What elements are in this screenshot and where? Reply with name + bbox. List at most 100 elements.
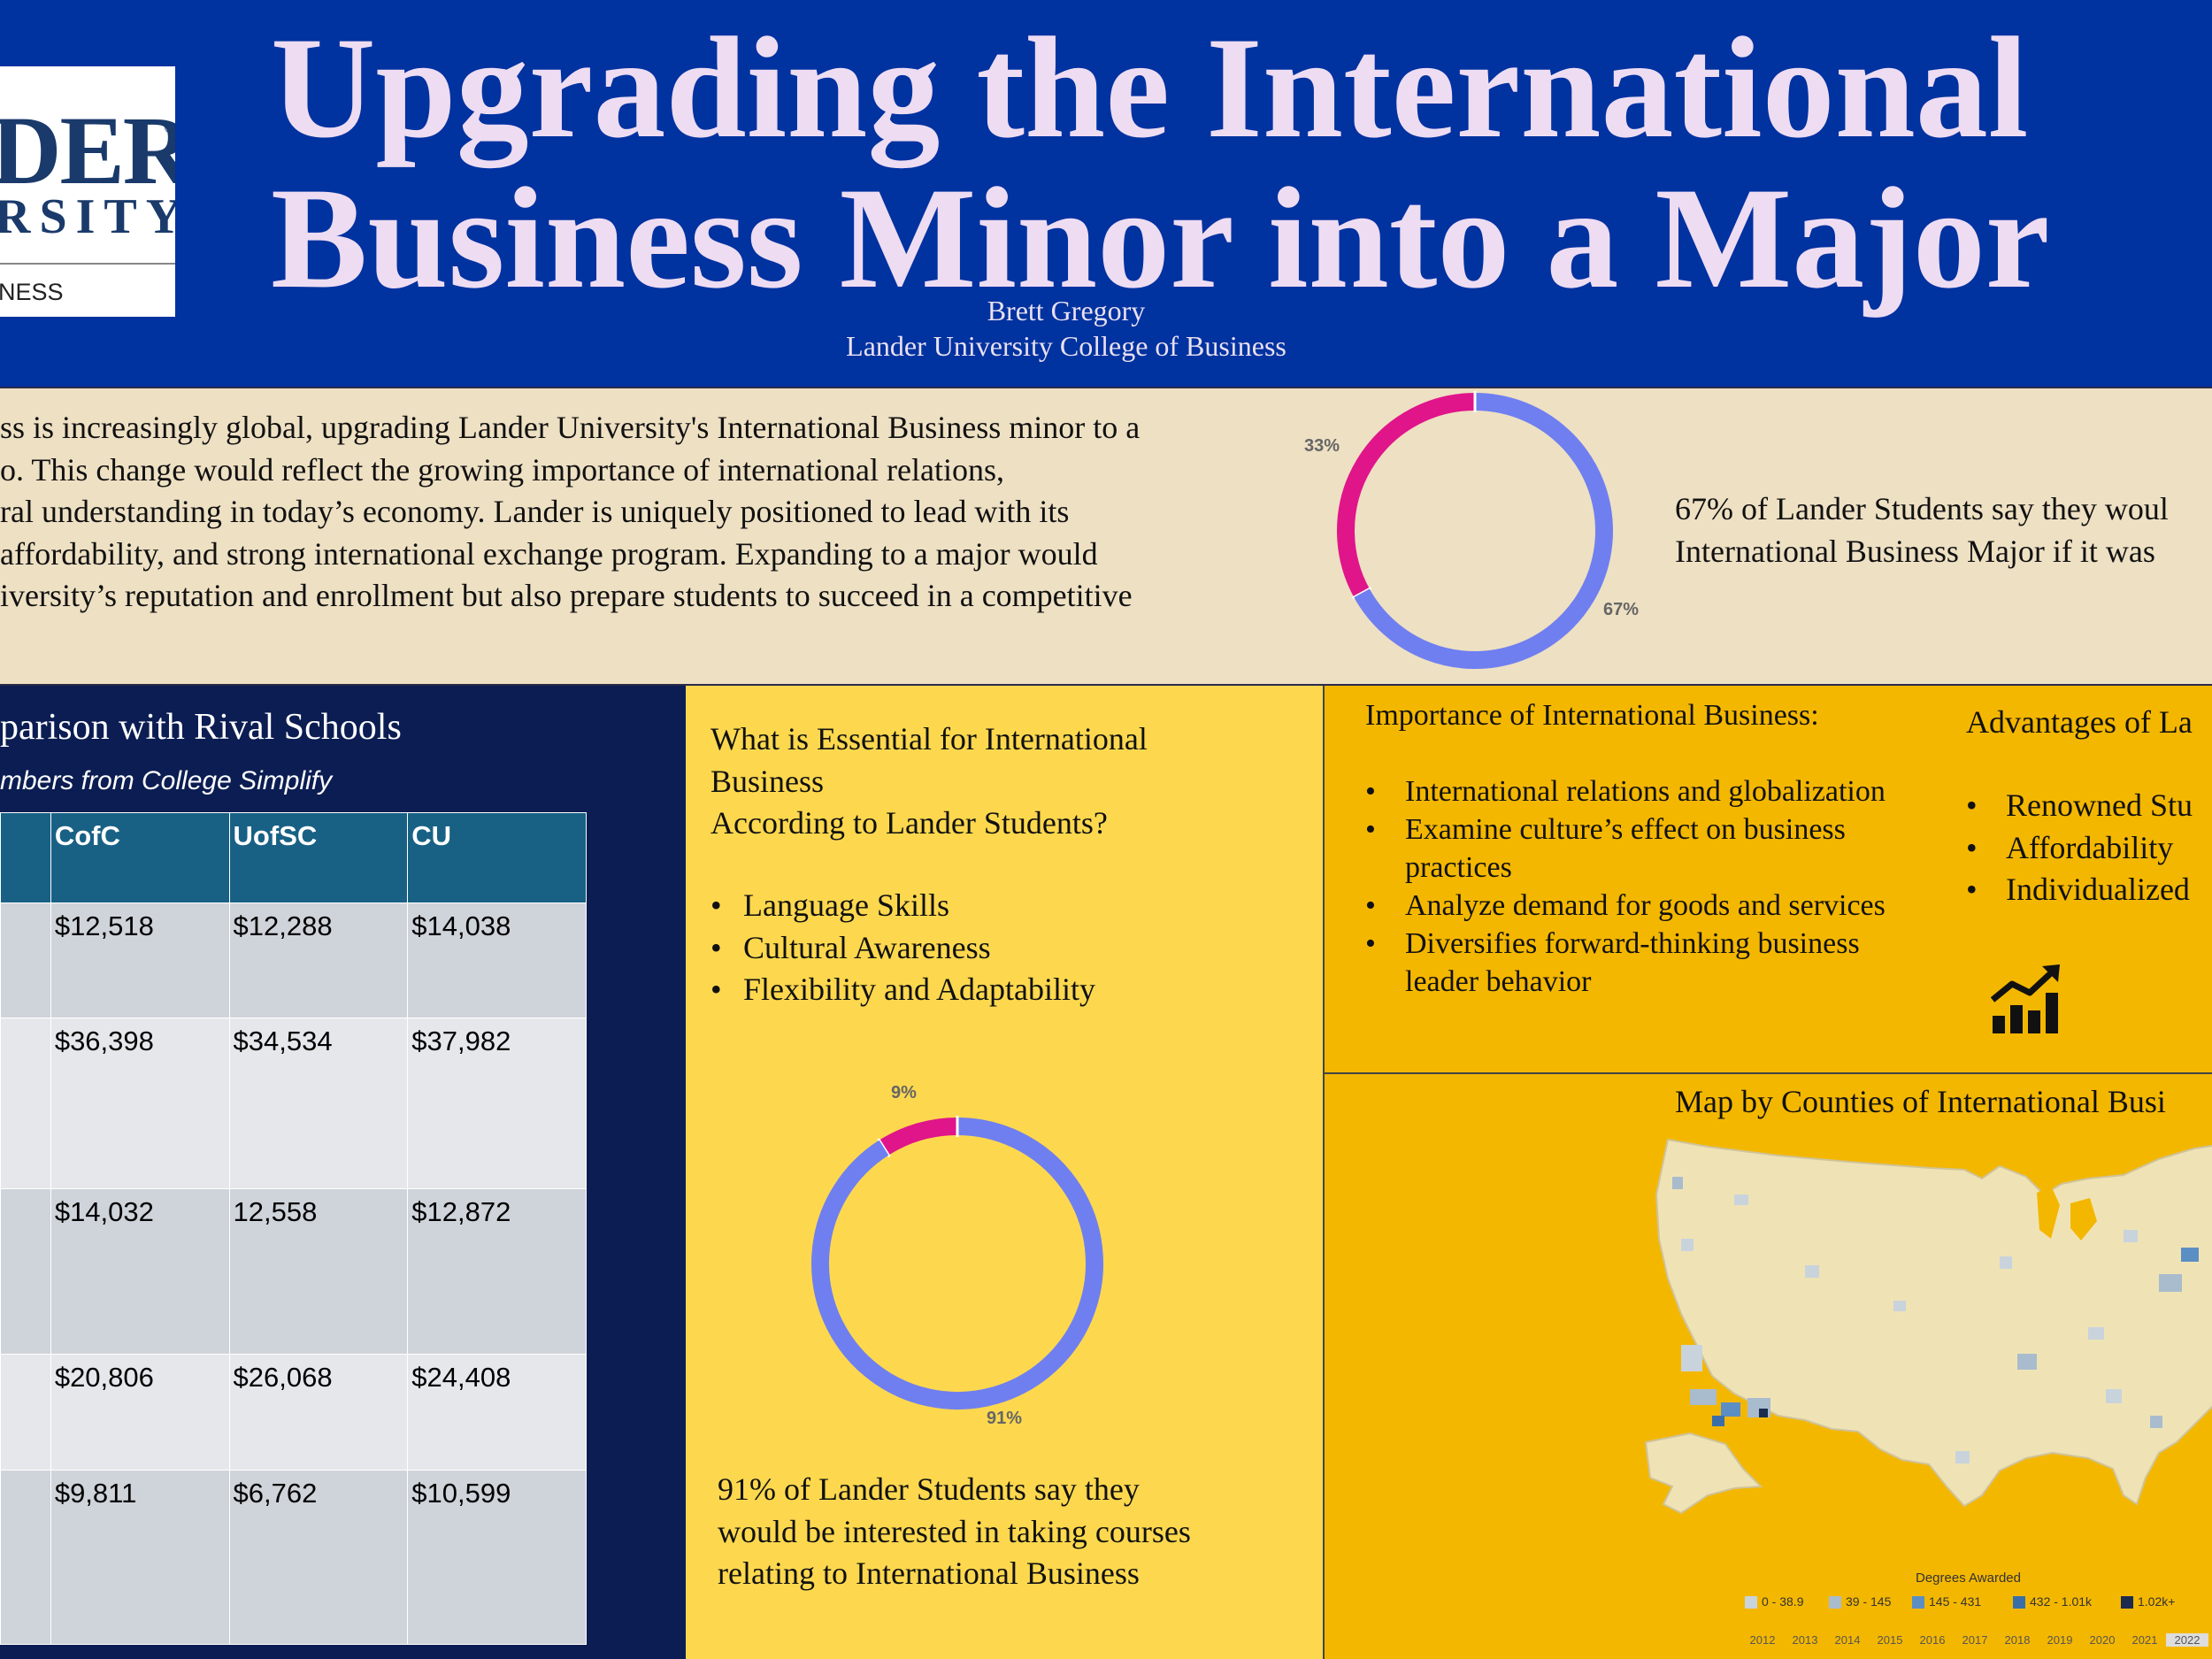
legend-swatch xyxy=(1912,1596,1924,1609)
importance-heading: Importance of International Business: xyxy=(1365,699,1819,732)
intro-line: affordability, and strong international … xyxy=(0,535,1098,572)
legend-label: 1.02k+ xyxy=(2138,1594,2176,1609)
comparison-title: parison with Rival Schools xyxy=(0,707,402,748)
donut-data-label: 33% xyxy=(1304,436,1340,456)
course-interest-donut-chart: 9% 91% xyxy=(811,1083,1103,1428)
advantages-list: Renowned Stu Affordability Individualize… xyxy=(1966,785,2193,911)
column-header: CU xyxy=(407,812,587,903)
table-cell: $37,982 xyxy=(407,1018,587,1189)
year-timeline[interactable]: 2012 2013 2014 2015 2016 2017 2018 2019 2020 2021… xyxy=(1741,1633,2208,1647)
county-shade xyxy=(1690,1389,1717,1405)
map-legend-item: 0 - 38.9 xyxy=(1745,1594,1803,1609)
list-item: International relations and globalizatio… xyxy=(1365,772,1932,810)
rival-schools-table: CofC UofSC CU $12,518 $12,288 $14,038 $3… xyxy=(0,812,587,1645)
table-cell: $12,288 xyxy=(228,902,409,1018)
year-tick[interactable]: 2019 xyxy=(2047,1633,2073,1647)
table-row: $36,398 $34,534 $37,982 xyxy=(0,1018,587,1189)
table-cell: $26,068 xyxy=(228,1354,409,1471)
map-legend-title: Degrees Awarded xyxy=(1916,1571,2021,1586)
county-shade xyxy=(1805,1265,1819,1278)
advantages-heading: Advantages of La xyxy=(1966,704,2193,740)
table-cell xyxy=(0,1470,51,1645)
caption-line: 91% of Lander Students say they xyxy=(718,1471,1140,1507)
table-row: $14,032 12,558 $12,872 xyxy=(0,1188,587,1355)
legend-swatch xyxy=(1829,1596,1841,1609)
list-item: Language Skills xyxy=(710,885,1095,927)
year-tick[interactable]: 2013 xyxy=(1792,1633,1818,1647)
legend-label: 432 - 1.01k xyxy=(2030,1594,2093,1609)
year-tick[interactable]: 2015 xyxy=(1877,1633,1903,1647)
question-line: Business xyxy=(710,763,825,799)
caption-line: would be interested in taking courses xyxy=(718,1513,1191,1549)
donut-slice xyxy=(879,1118,958,1156)
county-shade xyxy=(2106,1389,2122,1403)
table-cell: $14,038 xyxy=(407,902,587,1018)
county-shade xyxy=(2000,1256,2012,1269)
map-legend-item: 39 - 145 xyxy=(1829,1594,1891,1609)
logo-divider xyxy=(0,263,175,265)
county-shade xyxy=(1721,1402,1740,1417)
donut-data-label: 91% xyxy=(987,1409,1022,1428)
column-header: CofC xyxy=(50,812,230,903)
county-shade xyxy=(2150,1416,2162,1428)
list-item: Individualized xyxy=(1966,869,2193,911)
map-legend-item: 432 - 1.01k xyxy=(2013,1594,2092,1609)
county-shade xyxy=(2181,1248,2199,1262)
year-tick[interactable]: 2016 xyxy=(1919,1633,1946,1647)
table-cell: $36,398 xyxy=(50,1018,230,1189)
donut-slice xyxy=(1354,393,1613,669)
growth-chart-icon xyxy=(1990,964,2060,1033)
year-tick[interactable]: 2022 xyxy=(2166,1633,2208,1647)
list-item: Diversifies forward-thinking business le… xyxy=(1365,925,1932,1001)
table-cell: $12,872 xyxy=(407,1188,587,1355)
header-banner xyxy=(0,0,2212,387)
list-item: Renowned Stu xyxy=(1966,785,2193,827)
year-tick[interactable]: 2021 xyxy=(2131,1633,2158,1647)
table-cell: $12,518 xyxy=(50,902,230,1018)
table-cell: $6,762 xyxy=(228,1470,409,1645)
legend-swatch xyxy=(2013,1596,2025,1609)
year-tick[interactable]: 2018 xyxy=(2004,1633,2031,1647)
caption-line: International Business Major if it was xyxy=(1675,533,2155,569)
comparison-subtitle: mbers from College Simplify xyxy=(0,766,333,795)
major-interest-caption: 67% of Lander Students say they woul Int… xyxy=(1675,488,2212,572)
question-line: According to Lander Students? xyxy=(710,805,1108,841)
logo-wordmark-line1: DER xyxy=(0,96,175,204)
donut-slice xyxy=(811,1118,1103,1409)
legend-label: 0 - 38.9 xyxy=(1762,1594,1804,1609)
legend-swatch xyxy=(1745,1596,1757,1609)
county-shade xyxy=(1759,1409,1768,1417)
legend-label: 39 - 145 xyxy=(1846,1594,1892,1609)
table-row: $12,518 $12,288 $14,038 xyxy=(0,902,587,1018)
author-name: Brett Gregory xyxy=(987,295,1146,326)
year-tick[interactable]: 2017 xyxy=(1962,1633,1988,1647)
essential-question: What is Essential for International Busi… xyxy=(710,718,1241,845)
course-interest-caption: 91% of Lander Students say they would be… xyxy=(718,1469,1284,1595)
table-cell: $9,811 xyxy=(50,1470,230,1645)
county-shade xyxy=(1681,1239,1694,1251)
map-legend-item: 1.02k+ xyxy=(2121,1594,2175,1609)
great-lakes-shape xyxy=(2037,1186,2060,1239)
county-shade xyxy=(2159,1274,2182,1292)
county-shade xyxy=(1893,1301,1906,1311)
donut-data-label: 67% xyxy=(1603,600,1639,619)
county-shade xyxy=(1712,1416,1724,1426)
table-row: $9,811 $6,762 $10,599 xyxy=(0,1470,587,1645)
year-tick[interactable]: 2012 xyxy=(1749,1633,1776,1647)
county-shade xyxy=(1734,1194,1748,1205)
year-tick[interactable]: 2014 xyxy=(1834,1633,1861,1647)
essential-panel xyxy=(686,686,1323,1659)
intro-band xyxy=(0,387,2212,686)
great-lakes-shape xyxy=(2070,1198,2097,1240)
poster-title-line1: Upgrading the International xyxy=(271,8,2029,168)
poster-title-line2: Business Minor into a Major xyxy=(271,158,2050,319)
alaska-shape xyxy=(1644,1432,1763,1515)
column-header: UofSC xyxy=(228,812,409,903)
year-tick[interactable]: 2020 xyxy=(2089,1633,2116,1647)
intro-line: iversity’s reputation and enrollment but… xyxy=(0,578,1133,613)
intro-line: ss is increasingly global, upgrading Lan… xyxy=(0,410,1141,445)
logo-wordmark-line3: NESS xyxy=(0,279,64,305)
county-shade xyxy=(1681,1345,1702,1371)
legend-swatch xyxy=(2121,1596,2133,1609)
county-shade xyxy=(2088,1327,2104,1340)
